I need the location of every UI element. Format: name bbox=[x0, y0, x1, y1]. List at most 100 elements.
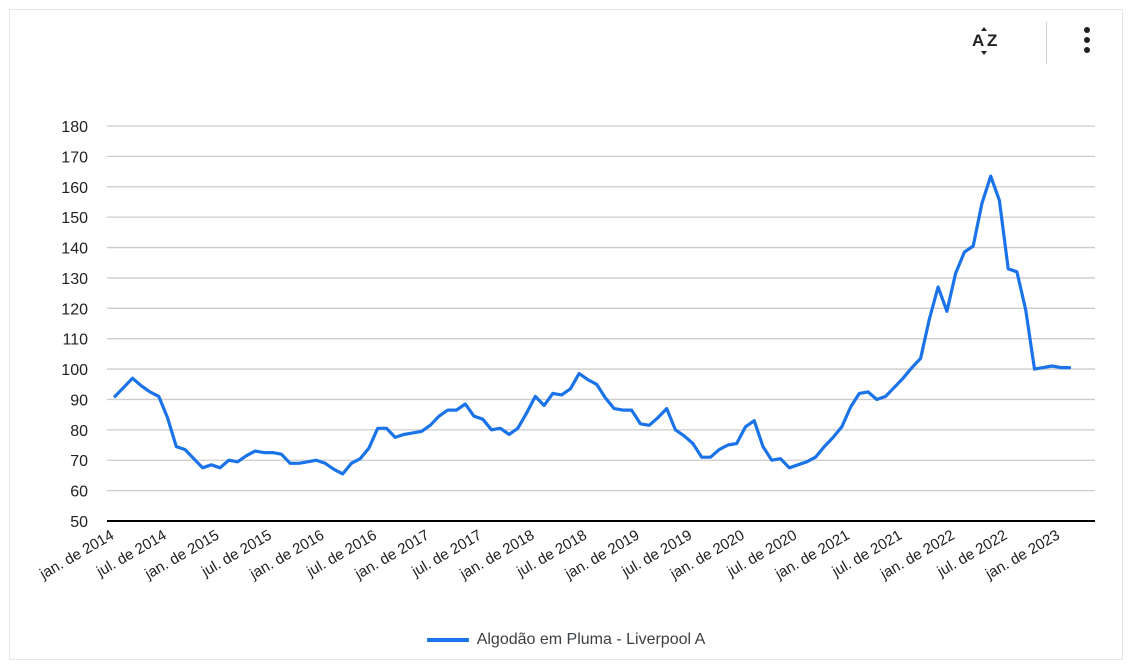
data-point[interactable] bbox=[513, 423, 523, 433]
data-point[interactable] bbox=[504, 429, 514, 439]
data-point[interactable] bbox=[933, 282, 943, 292]
data-point[interactable] bbox=[986, 171, 996, 181]
data-point[interactable] bbox=[723, 440, 733, 450]
data-point[interactable] bbox=[425, 420, 435, 430]
data-point[interactable] bbox=[224, 455, 234, 465]
data-point[interactable] bbox=[907, 363, 917, 373]
data-point[interactable] bbox=[355, 454, 365, 464]
data-point[interactable] bbox=[408, 428, 418, 438]
data-point[interactable] bbox=[1021, 305, 1031, 315]
data-point[interactable] bbox=[311, 455, 321, 465]
data-point[interactable] bbox=[338, 469, 348, 479]
data-point[interactable] bbox=[959, 247, 969, 257]
data-point[interactable] bbox=[714, 445, 724, 455]
data-point[interactable] bbox=[478, 414, 488, 424]
data-point[interactable] bbox=[469, 411, 479, 421]
data-point[interactable] bbox=[600, 393, 610, 403]
data-point[interactable] bbox=[627, 405, 637, 415]
data-point[interactable] bbox=[583, 375, 593, 385]
data-point[interactable] bbox=[644, 420, 654, 430]
data-point[interactable] bbox=[329, 464, 339, 474]
data-point[interactable] bbox=[1056, 363, 1066, 373]
data-point[interactable] bbox=[373, 423, 383, 433]
data-point[interactable] bbox=[951, 268, 961, 278]
data-point[interactable] bbox=[1038, 363, 1048, 373]
data-point[interactable] bbox=[592, 379, 602, 389]
data-point[interactable] bbox=[653, 413, 663, 423]
data-point[interactable] bbox=[898, 373, 908, 383]
sort-az-icon[interactable]: A Z bbox=[966, 20, 1010, 60]
data-point[interactable] bbox=[416, 426, 426, 436]
data-point[interactable] bbox=[802, 457, 812, 467]
data-point[interactable] bbox=[381, 423, 391, 433]
data-point[interactable] bbox=[206, 460, 216, 470]
data-point[interactable] bbox=[854, 388, 864, 398]
data-point[interactable] bbox=[434, 411, 444, 421]
data-point[interactable] bbox=[320, 458, 330, 468]
data-point[interactable] bbox=[198, 463, 208, 473]
data-point[interactable] bbox=[294, 458, 304, 468]
data-point[interactable] bbox=[259, 448, 269, 458]
data-point[interactable] bbox=[487, 425, 497, 435]
data-point[interactable] bbox=[758, 442, 768, 452]
data-point[interactable] bbox=[697, 452, 707, 462]
data-point[interactable] bbox=[276, 449, 286, 459]
data-point[interactable] bbox=[618, 405, 628, 415]
data-point[interactable] bbox=[110, 391, 120, 401]
data-point[interactable] bbox=[119, 382, 129, 392]
data-point[interactable] bbox=[767, 455, 777, 465]
data-point[interactable] bbox=[163, 413, 173, 423]
data-point[interactable] bbox=[303, 457, 313, 467]
data-point[interactable] bbox=[977, 198, 987, 208]
data-point[interactable] bbox=[452, 405, 462, 415]
data-point[interactable] bbox=[662, 404, 672, 414]
data-point[interactable] bbox=[530, 391, 540, 401]
series-line[interactable] bbox=[113, 174, 1072, 476]
data-point[interactable] bbox=[574, 369, 584, 379]
data-point[interactable] bbox=[688, 439, 698, 449]
data-point[interactable] bbox=[189, 454, 199, 464]
data-point[interactable] bbox=[924, 314, 934, 324]
data-point[interactable] bbox=[916, 353, 926, 363]
data-point[interactable] bbox=[522, 408, 532, 418]
data-point[interactable] bbox=[154, 391, 164, 401]
data-point[interactable] bbox=[557, 390, 567, 400]
data-point[interactable] bbox=[364, 443, 374, 453]
data-point[interactable] bbox=[346, 458, 356, 468]
data-point[interactable] bbox=[811, 452, 821, 462]
data-point[interactable] bbox=[889, 382, 899, 392]
legend[interactable]: Algodão em Pluma - Liverpool A bbox=[0, 628, 1132, 652]
data-point[interactable] bbox=[679, 431, 689, 441]
data-point[interactable] bbox=[565, 384, 575, 394]
data-point[interactable] bbox=[994, 195, 1004, 205]
data-point[interactable] bbox=[241, 451, 251, 461]
data-point[interactable] bbox=[128, 373, 138, 383]
data-point[interactable] bbox=[180, 445, 190, 455]
data-point[interactable] bbox=[670, 425, 680, 435]
data-point[interactable] bbox=[233, 457, 243, 467]
data-point[interactable] bbox=[548, 388, 558, 398]
data-point[interactable] bbox=[136, 381, 146, 391]
data-point[interactable] bbox=[740, 422, 750, 432]
more-vert-icon[interactable] bbox=[1070, 20, 1104, 60]
data-point[interactable] bbox=[1012, 267, 1022, 277]
data-point[interactable] bbox=[268, 448, 278, 458]
data-point[interactable] bbox=[443, 405, 453, 415]
data-point[interactable] bbox=[1029, 364, 1039, 374]
data-point[interactable] bbox=[819, 442, 829, 452]
data-point[interactable] bbox=[1047, 361, 1057, 371]
data-point[interactable] bbox=[250, 446, 260, 456]
data-point[interactable] bbox=[705, 452, 715, 462]
data-point[interactable] bbox=[609, 404, 619, 414]
data-point[interactable] bbox=[1064, 363, 1074, 373]
data-point[interactable] bbox=[793, 460, 803, 470]
data-point[interactable] bbox=[635, 419, 645, 429]
data-point[interactable] bbox=[285, 458, 295, 468]
data-point[interactable] bbox=[846, 402, 856, 412]
data-point[interactable] bbox=[776, 454, 786, 464]
data-point[interactable] bbox=[539, 401, 549, 411]
data-point[interactable] bbox=[460, 399, 470, 409]
data-point[interactable] bbox=[399, 429, 409, 439]
data-point[interactable] bbox=[837, 422, 847, 432]
data-point[interactable] bbox=[495, 423, 505, 433]
